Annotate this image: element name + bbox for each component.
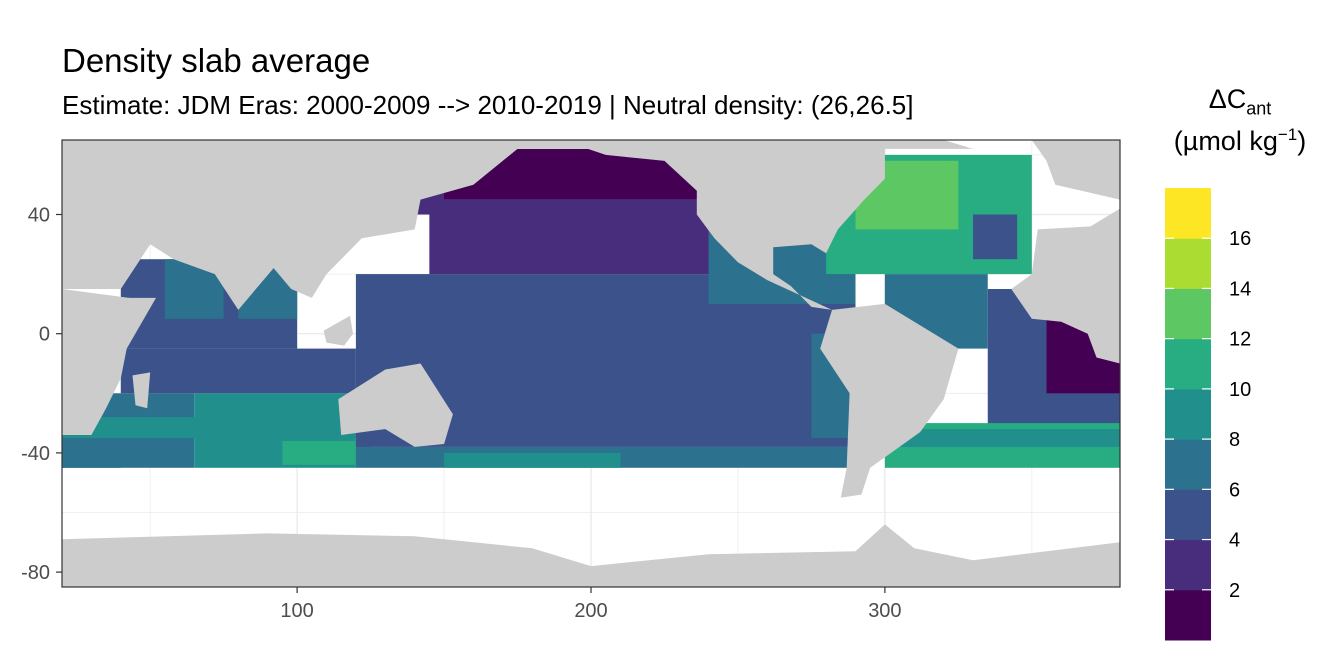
ocean-cell (429, 199, 724, 275)
x-tick-label: 300 (868, 600, 901, 622)
legend-title-subscript: ant (1246, 98, 1272, 119)
legend-tick-label: 14 (1229, 278, 1251, 300)
ocean-cell (884, 160, 950, 200)
y-tick-label: -80 (21, 562, 50, 584)
legend-tick-label: 10 (1229, 379, 1251, 401)
land-greenland (884, 140, 974, 149)
legend-unit-open: (µmol kg (1173, 126, 1278, 157)
legend-tick-label: 4 (1229, 530, 1240, 552)
ocean-cell (282, 440, 371, 465)
legend-swatch (1165, 188, 1211, 239)
legend-tick-label: 6 (1229, 479, 1240, 501)
land-south-america (820, 303, 959, 498)
legend-tick-label: 16 (1229, 228, 1251, 250)
land-antarctica (62, 524, 1120, 587)
ocean-cell (120, 348, 356, 394)
x-tick-label: 100 (280, 600, 313, 622)
legend-swatch (1165, 288, 1211, 340)
legend-title-symbol: ΔC (1208, 84, 1247, 114)
legend-swatch (1165, 539, 1211, 591)
land-africa (62, 289, 156, 435)
legend-swatch (1165, 338, 1211, 390)
legend-swatch (1165, 439, 1211, 490)
ocean-cell (973, 214, 1018, 260)
legend-tick-label: 8 (1229, 429, 1240, 451)
land-north-america (561, 140, 885, 310)
legend-swatch (1165, 489, 1211, 541)
ocean-cell (62, 438, 121, 468)
legend-swatch (1165, 238, 1211, 289)
map-subtitle: Estimate: JDM Eras: 2000-2009 --> 2010-2… (62, 90, 914, 120)
land-australia (338, 363, 453, 447)
y-tick-label: 40 (28, 205, 50, 227)
ocean-cell (62, 417, 356, 438)
land-borneo (323, 315, 353, 346)
land-masses (62, 140, 1120, 587)
legend-tick-label: 12 (1229, 329, 1251, 351)
y-tick-label: -40 (21, 443, 50, 465)
x-tick-label: 200 (574, 600, 607, 622)
legend-colorbar: 2 4 6 8 10 12 14 16 (1165, 188, 1251, 641)
land-europe-africa-east (1011, 140, 1120, 364)
map-title: Density slab average (62, 42, 371, 79)
land-asia (62, 140, 709, 310)
land-madagascar (132, 372, 151, 409)
legend-tick-label: 2 (1229, 580, 1240, 602)
legend-unit-close: ) (1297, 126, 1307, 157)
legend-title: ΔCant (µmol kg−1) (1160, 84, 1320, 157)
legend-swatch (1165, 589, 1211, 641)
legend-swatch (1165, 388, 1211, 440)
ocean-cell (444, 452, 621, 468)
ocean-cell (870, 429, 1120, 447)
y-tick-label: 0 (39, 324, 50, 346)
legend-unit-exponent: −1 (1277, 125, 1298, 145)
